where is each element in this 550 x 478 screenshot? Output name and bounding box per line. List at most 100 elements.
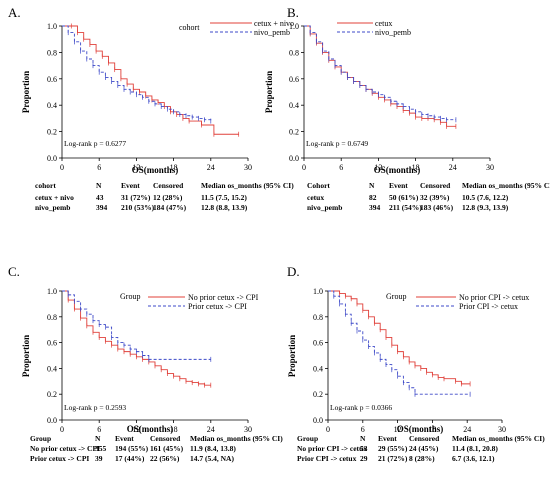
- x-axis-label: OS(months): [397, 424, 444, 434]
- table-cell: No prior CPI -> cetux: [297, 444, 367, 453]
- y-tick-label: 0.2: [313, 390, 323, 399]
- series-line-2: [304, 25, 456, 121]
- table-header: Cohort: [307, 181, 330, 190]
- legend-entry: cetux: [375, 19, 392, 28]
- table-header: Median os_months (95% CI): [201, 181, 294, 190]
- table-cell: nivo_pemb: [35, 203, 70, 212]
- table-cell: cetux: [307, 193, 324, 202]
- y-tick-label: 0.4: [289, 101, 299, 110]
- table-header: N: [369, 181, 375, 190]
- x-axis-label: OS(months): [127, 424, 174, 434]
- x-tick-label: 30: [486, 163, 494, 172]
- y-tick-label: 0.4: [313, 364, 323, 373]
- table-cell: 8 (28%): [409, 454, 435, 463]
- x-axis-label: OS(months): [132, 165, 179, 175]
- table-header: Event: [121, 181, 140, 190]
- legend-entry: nivo_pemb: [375, 28, 411, 37]
- table-header: Median os_months (95% CI): [190, 434, 283, 443]
- y-tick-label: 0.2: [47, 390, 57, 399]
- y-tick-label: 1.0: [47, 22, 57, 31]
- legend-title: Group: [386, 292, 406, 301]
- legend-entry: No prior CPI -> cetux: [459, 293, 529, 302]
- y-tick-label: 0.2: [47, 128, 57, 137]
- table-cell: 12 (28%): [153, 193, 183, 202]
- y-tick-label: 1.0: [47, 287, 57, 296]
- x-tick-label: 30: [498, 425, 506, 434]
- table-cell: 53: [360, 444, 368, 453]
- y-axis-label: Proportion: [21, 335, 31, 377]
- logrank-annotation: Log-rank p = 0.2593: [64, 403, 126, 412]
- table-header: Censored: [420, 181, 451, 190]
- y-tick-label: 0.2: [289, 128, 299, 137]
- y-axis-label: Proportion: [264, 71, 274, 113]
- x-tick-label: 6: [361, 425, 365, 434]
- table-cell: 12.8 (8.8, 13.9): [201, 203, 248, 212]
- panel-label: C.: [8, 264, 20, 279]
- y-tick-label: 0.6: [47, 75, 57, 84]
- x-tick-label: 12: [374, 163, 382, 172]
- table-cell: 394: [96, 203, 108, 212]
- table-cell: 11.9 (8.4, 13.8): [190, 444, 236, 453]
- x-tick-label: 18: [170, 425, 178, 434]
- y-tick-label: 0.4: [47, 101, 57, 110]
- panel-label: D.: [287, 264, 300, 279]
- x-tick-label: 30: [244, 425, 252, 434]
- table-cell: 10.5 (7.6, 12.2): [462, 193, 509, 202]
- x-tick-label: 18: [428, 425, 436, 434]
- y-tick-label: 0.8: [47, 48, 57, 57]
- table-cell: 29: [360, 454, 368, 463]
- table-cell: 12.8 (9.3, 13.9): [462, 203, 509, 212]
- x-tick-label: 24: [463, 425, 471, 434]
- x-tick-label: 6: [97, 163, 101, 172]
- y-tick-label: 0.6: [47, 339, 57, 348]
- table-cell: 39: [95, 454, 103, 463]
- table-cell: Prior cetux -> CPI: [30, 454, 89, 463]
- table-cell: 183 (46%): [420, 203, 454, 212]
- x-tick-label: 18: [412, 163, 420, 172]
- y-tick-label: 0.0: [313, 416, 323, 425]
- table-cell: 17 (44%): [115, 454, 145, 463]
- table-cell: 24 (45%): [409, 444, 439, 453]
- table-header: N: [95, 434, 101, 443]
- y-tick-label: 1.0: [289, 22, 299, 31]
- legend-title: Group: [120, 292, 140, 301]
- table-cell: 161 (45%): [150, 444, 184, 453]
- logrank-annotation: Log-rank p = 0.6749: [306, 139, 368, 148]
- table-cell: 43: [96, 193, 104, 202]
- legend-entry: nivo_pemb: [254, 28, 290, 37]
- x-tick-label: 6: [339, 163, 343, 172]
- table-header: Event: [389, 181, 408, 190]
- x-tick-label: 6: [97, 425, 101, 434]
- table-header: N: [96, 181, 102, 190]
- x-tick-label: 0: [60, 163, 64, 172]
- table-header: Censored: [153, 181, 184, 190]
- x-tick-label: 12: [394, 425, 402, 434]
- series-line-1: [328, 290, 471, 385]
- table-cell: 14.7 (5.4, NA): [190, 454, 234, 463]
- series-line-2: [62, 25, 212, 122]
- legend-entry: cetux + nivo: [254, 19, 294, 28]
- table-cell: 82: [369, 193, 377, 202]
- y-tick-label: 0.6: [313, 339, 323, 348]
- y-tick-label: 0.4: [47, 364, 57, 373]
- table-header: Event: [115, 434, 134, 443]
- table-header: Group: [30, 434, 51, 443]
- table-cell: 31 (72%): [121, 193, 151, 202]
- table-header: cohort: [35, 181, 56, 190]
- table-cell: 32 (39%): [420, 193, 450, 202]
- panel-label: A.: [8, 5, 21, 20]
- legend-entry: Prior cetux -> CPI: [188, 302, 247, 311]
- y-tick-label: 0.8: [289, 48, 299, 57]
- legend-entry: No prior cetux -> CPI: [188, 293, 259, 302]
- x-tick-label: 0: [302, 163, 306, 172]
- table-cell: 355: [95, 444, 107, 453]
- table-cell: 194 (55%): [115, 444, 149, 453]
- logrank-annotation: Log-rank p = 0.0366: [330, 403, 392, 412]
- table-cell: cetux + nivo: [35, 193, 74, 202]
- y-tick-label: 0.8: [313, 313, 323, 322]
- y-tick-label: 1.0: [313, 287, 323, 296]
- table-cell: 184 (47%): [153, 203, 187, 212]
- table-cell: 11.5 (7.5, 15.2): [201, 193, 247, 202]
- y-axis-label: Proportion: [21, 71, 31, 113]
- x-tick-label: 24: [207, 425, 215, 434]
